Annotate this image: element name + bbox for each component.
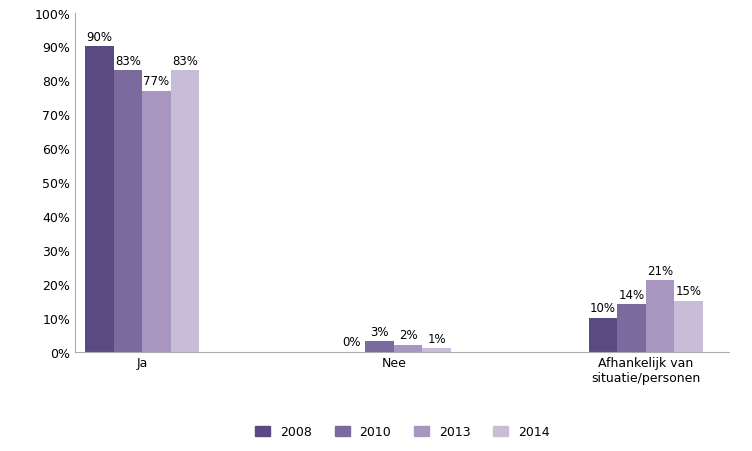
Text: 14%: 14% <box>618 288 644 301</box>
Bar <box>394 345 423 352</box>
Bar <box>171 71 199 352</box>
Bar <box>114 71 142 352</box>
Bar <box>142 91 171 352</box>
Text: 3%: 3% <box>371 325 389 338</box>
Text: 90%: 90% <box>86 31 113 44</box>
Text: 1%: 1% <box>427 332 446 345</box>
Text: 0%: 0% <box>342 336 360 348</box>
Bar <box>365 342 394 352</box>
Text: 2%: 2% <box>399 329 417 342</box>
Bar <box>589 318 617 352</box>
Text: 10%: 10% <box>590 302 616 315</box>
Bar <box>674 301 702 352</box>
Text: 83%: 83% <box>115 55 141 68</box>
Bar <box>617 304 645 352</box>
Text: 15%: 15% <box>675 285 702 298</box>
Bar <box>645 281 674 352</box>
Text: 77%: 77% <box>144 75 170 88</box>
Legend: 2008, 2010, 2013, 2014: 2008, 2010, 2013, 2014 <box>249 419 556 444</box>
Bar <box>423 348 451 352</box>
Text: 83%: 83% <box>172 55 198 68</box>
Bar <box>85 47 114 352</box>
Text: 21%: 21% <box>647 264 673 277</box>
